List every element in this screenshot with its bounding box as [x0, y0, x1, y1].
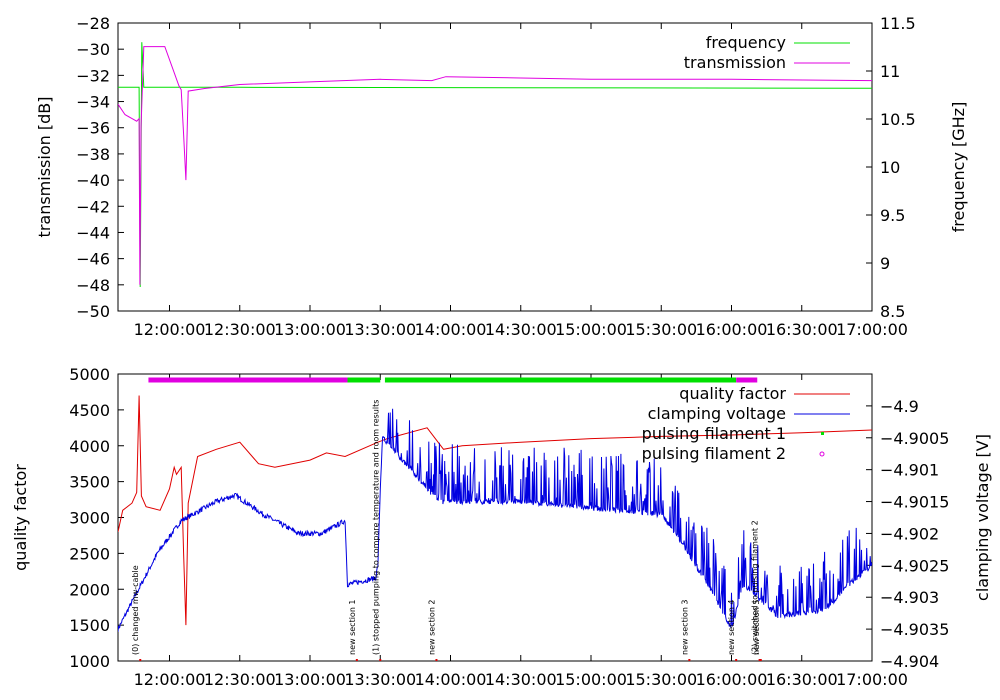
y2-tick-label: 9.5	[880, 206, 905, 225]
y2-tick-label: −4.9015	[880, 493, 949, 512]
x-tick-label: 13:30:00	[344, 670, 416, 689]
y-tick-label: −40	[76, 171, 110, 190]
legend-label: frequency	[706, 33, 786, 52]
x-tick-label: 16:30:00	[766, 320, 838, 339]
x-tick-label: 14:00:00	[415, 320, 487, 339]
legend-label: pulsing filament 2	[642, 444, 786, 463]
annotation-label: new section 3	[680, 599, 689, 655]
x-tick-label: 15:30:00	[625, 320, 697, 339]
series-line-frequency	[118, 42, 872, 288]
y-tick-label: −36	[76, 119, 110, 138]
x-tick-label: 13:00:00	[274, 320, 346, 339]
y-tick-label: 1500	[69, 616, 110, 635]
series-line-quality-factor	[118, 395, 872, 626]
y-tick-label: 3000	[69, 509, 110, 528]
x-tick-label: 12:00:00	[134, 320, 206, 339]
legend-label: quality factor	[679, 384, 786, 403]
top-series-lines	[118, 42, 872, 288]
legend-label: transmission	[684, 53, 786, 72]
x-tick-label: 13:30:00	[344, 320, 416, 339]
y2-tick-label: 8.5	[880, 302, 905, 321]
x-tick-label: 16:00:00	[696, 670, 768, 689]
top-panel-transmission-frequency: 12:00:0012:30:0013:00:0013:30:0014:00:00…	[35, 14, 968, 339]
bottom-y-ticks: 1000 1500 2000 2500 3000 3500 4000 4500 5000	[69, 365, 124, 671]
top-x-ticks: 12:00:0012:30:0013:00:0013:30:0014:00:00…	[134, 23, 908, 339]
top-y-axis-label: transmission [dB]	[35, 97, 54, 238]
top-y-ticks: −50 −48 −46 −44 −42 −40 −38 −36 −34 −32 −30 −28	[76, 14, 124, 321]
x-tick-label: 16:00:00	[696, 320, 768, 339]
y2-tick-label: −4.902	[880, 524, 939, 543]
y-tick-label: −34	[76, 93, 110, 112]
y2-tick-label: 10	[880, 158, 900, 177]
legend-marker	[819, 451, 825, 457]
y-tick-label: −46	[76, 250, 110, 269]
y2-tick-label: −4.901	[880, 461, 939, 480]
x-tick-label: 17:00:00	[836, 670, 908, 689]
annotation-label: new section 2	[427, 599, 436, 655]
y-tick-label: −44	[76, 223, 110, 242]
bottom-y2-axis-label: clamping voltage [V]	[973, 434, 992, 601]
y2-tick-label: 11.5	[880, 14, 916, 33]
x-tick-label: 14:00:00	[415, 670, 487, 689]
y-tick-label: 2000	[69, 580, 110, 599]
y2-tick-label: −4.9	[880, 397, 919, 416]
x-tick-label: 14:30:00	[485, 670, 557, 689]
y2-tick-label: 9	[880, 254, 890, 273]
x-tick-label: 15:30:00	[625, 670, 697, 689]
bottom-y-axis-label: quality factor	[11, 464, 30, 571]
y2-tick-label: 11	[880, 62, 900, 81]
series-line-transmission	[118, 46, 872, 285]
legend-label: clamping voltage	[648, 404, 786, 423]
y-tick-label: −30	[76, 40, 110, 59]
x-tick-label: 12:00:00	[134, 670, 206, 689]
y-tick-label: −38	[76, 145, 110, 164]
annotation-label: new section 1	[348, 599, 357, 655]
y-tick-label: 4000	[69, 437, 110, 456]
series-line-clamping-voltage	[118, 408, 872, 632]
x-tick-label: 17:00:00	[836, 320, 908, 339]
y-tick-label: −50	[76, 302, 110, 321]
x-tick-label: 15:00:00	[555, 670, 627, 689]
y-tick-label: −48	[76, 276, 110, 295]
y-tick-label: 2500	[69, 544, 110, 563]
x-tick-label: 12:30:00	[204, 320, 276, 339]
annotation-label: new section 5	[752, 599, 761, 655]
bottom-panel-quality-clamping: 12:00:0012:30:0013:00:0013:30:0014:00:00…	[11, 365, 992, 689]
bottom-y2-ticks: −4.904 −4.9035 −4.903 −4.9025 −4.902 −4.9015 −…	[866, 397, 949, 671]
y-tick-label: −28	[76, 14, 110, 33]
y-tick-label: 4500	[69, 401, 110, 420]
annotation-label: (2) switched to pulsing filament 2	[751, 520, 760, 655]
x-tick-label: 14:30:00	[485, 320, 557, 339]
annotation-label: (0) changed mw-cable	[131, 565, 140, 655]
y2-tick-label: −4.904	[880, 652, 939, 671]
y-tick-label: −32	[76, 66, 110, 85]
y2-tick-label: −4.903	[880, 588, 939, 607]
y2-tick-label: 10.5	[880, 110, 916, 129]
annotation-label: (1) stopped pumping to compare temperatu…	[371, 400, 380, 655]
x-tick-label: 13:00:00	[274, 670, 346, 689]
legend-marker	[821, 432, 824, 435]
top-y2-ticks: 8.5 9 9.5 10 10.5 11 11.5	[866, 14, 916, 321]
bottom-annotations: (0) changed mw-cable new section 1 (1) sto…	[131, 400, 762, 661]
top-y2-axis-label: frequency [GHz]	[949, 102, 968, 233]
x-tick-label: 15:00:00	[555, 320, 627, 339]
y-tick-label: −42	[76, 197, 110, 216]
y-tick-label: 5000	[69, 365, 110, 384]
y-tick-label: 1000	[69, 652, 110, 671]
bottom-series-lines	[118, 377, 872, 632]
bottom-x-ticks: 12:00:0012:30:0013:00:0013:30:0014:00:00…	[134, 374, 908, 689]
y-tick-label: 3500	[69, 473, 110, 492]
y2-tick-label: −4.9005	[880, 429, 949, 448]
y2-tick-label: −4.9025	[880, 556, 949, 575]
x-tick-label: 12:30:00	[204, 670, 276, 689]
legend-label: pulsing filament 1	[642, 424, 786, 443]
annotation-label: new section 4	[727, 599, 736, 655]
x-tick-label: 16:30:00	[766, 670, 838, 689]
y2-tick-label: −4.9035	[880, 620, 949, 639]
